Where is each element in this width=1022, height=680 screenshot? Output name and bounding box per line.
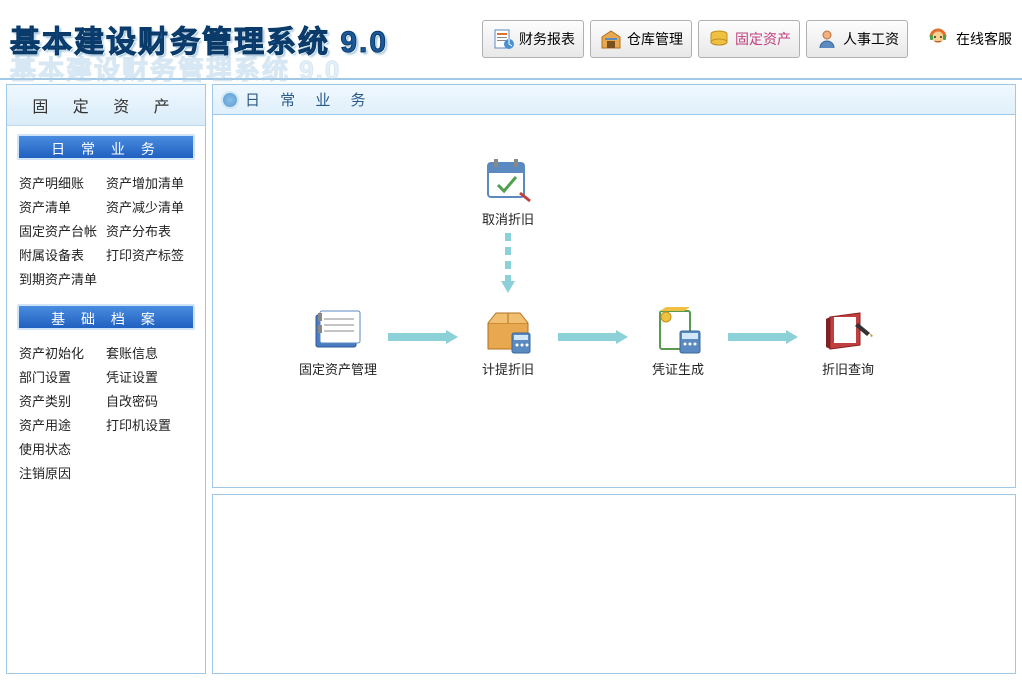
asset-icon [707,27,731,51]
menu-change-pwd[interactable]: 自改密码 [106,390,193,414]
panel-title-text: 日 常 业 务 [245,89,374,110]
menu-voucher-setting[interactable]: 凭证设置 [106,366,193,390]
nav-warehouse[interactable]: 仓库管理 [590,20,692,58]
arrow-down [501,233,515,293]
doc-calc-icon [648,305,708,355]
nav-label: 固定资产 [735,29,791,49]
top-bar: 基本建设财务管理系统 9.0 基本建设财务管理系统 9.0 财务报表 仓库管理 … [0,0,1022,80]
menu-asset-category[interactable]: 资产类别 [19,390,106,414]
menu-printer-setting[interactable]: 打印机设置 [106,414,193,438]
menu-dept-setting[interactable]: 部门设置 [19,366,106,390]
nav-label: 仓库管理 [627,29,683,49]
bottom-panel [212,494,1016,674]
warehouse-icon [599,27,623,51]
online-service[interactable]: 在线客服 [926,27,1012,51]
menu-equipment-table[interactable]: 附属设备表 [19,244,106,268]
menu-asset-list[interactable]: 资产清单 [19,196,106,220]
service-icon [926,27,950,51]
gear-icon [223,93,237,107]
menu-asset-init[interactable]: 资产初始化 [19,342,106,366]
menu-asset-usage[interactable]: 资产用途 [19,414,106,438]
menu-asset-detail[interactable]: 资产明细账 [19,172,106,196]
menu-cancel-reason[interactable]: 注销原因 [19,462,106,486]
menu-asset-increase[interactable]: 资产增加清单 [106,172,193,196]
nav-financial-report[interactable]: 财务报表 [482,20,584,58]
node-calc-dep[interactable]: 计提折旧 [463,305,553,378]
node-dep-query[interactable]: 折旧查询 [803,305,893,378]
menu-print-label[interactable]: 打印资产标签 [106,244,193,268]
menu-basic-files: 资产初始化 套账信息 部门设置 凭证设置 资产类别 自改密码 资产用途 打印机设… [7,338,205,490]
menu-asset-ledger[interactable]: 固定资产台帐 [19,220,106,244]
book-pen-icon [818,305,878,355]
sidebar-title: 固 定 资 产 [7,85,205,126]
hr-icon [815,27,839,51]
menu-asset-distribution[interactable]: 资产分布表 [106,220,193,244]
node-cancel-dep[interactable]: 取消折旧 [463,155,553,228]
nav-hr-salary[interactable]: 人事工资 [806,20,908,58]
arrow-right-1 [388,330,458,342]
node-asset-mgmt[interactable]: 固定资产管理 [293,305,383,378]
content-area: 日 常 业 务 取消折旧 固定资产管理 [212,84,1016,674]
menu-use-status[interactable]: 使用状态 [19,438,106,462]
node-voucher[interactable]: 凭证生成 [633,305,723,378]
nav-label: 人事工资 [843,29,899,49]
section-basic-files[interactable]: 基 础 档 案 [17,304,195,330]
report-icon [491,27,515,51]
node-label: 凭证生成 [633,359,723,378]
menu-expired-assets[interactable]: 到期资产清单 [19,268,106,292]
node-label: 取消折旧 [463,209,553,228]
section-daily-ops[interactable]: 日 常 业 务 [17,134,195,160]
system-title-shadow: 基本建设财务管理系统 9.0 [10,50,341,87]
nav-label: 财务报表 [519,29,575,49]
top-nav: 财务报表 仓库管理 固定资产 人事工资 在线客服 [482,20,1012,58]
node-label: 计提折旧 [463,359,553,378]
calendar-check-icon [478,155,538,205]
box-calc-icon [478,305,538,355]
nav-fixed-asset[interactable]: 固定资产 [698,20,800,58]
node-label: 固定资产管理 [293,359,383,378]
sidebar: 固 定 资 产 日 常 业 务 资产明细账 资产增加清单 资产清单 资产减少清单… [6,84,206,674]
menu-daily-ops: 资产明细账 资产增加清单 资产清单 资产减少清单 固定资产台帐 资产分布表 附属… [7,168,205,296]
arrow-right-2 [558,330,628,342]
menu-asset-decrease[interactable]: 资产减少清单 [106,196,193,220]
panel-title-bar: 日 常 业 务 [212,84,1016,115]
arrow-right-3 [728,330,798,342]
notebook-icon [308,305,368,355]
service-label: 在线客服 [956,29,1012,49]
node-label: 折旧查询 [803,359,893,378]
workflow-panel: 取消折旧 固定资产管理 计提折旧 [212,115,1016,488]
menu-account-info[interactable]: 套账信息 [106,342,193,366]
main-area: 固 定 资 产 日 常 业 务 资产明细账 资产增加清单 资产清单 资产减少清单… [0,80,1022,678]
